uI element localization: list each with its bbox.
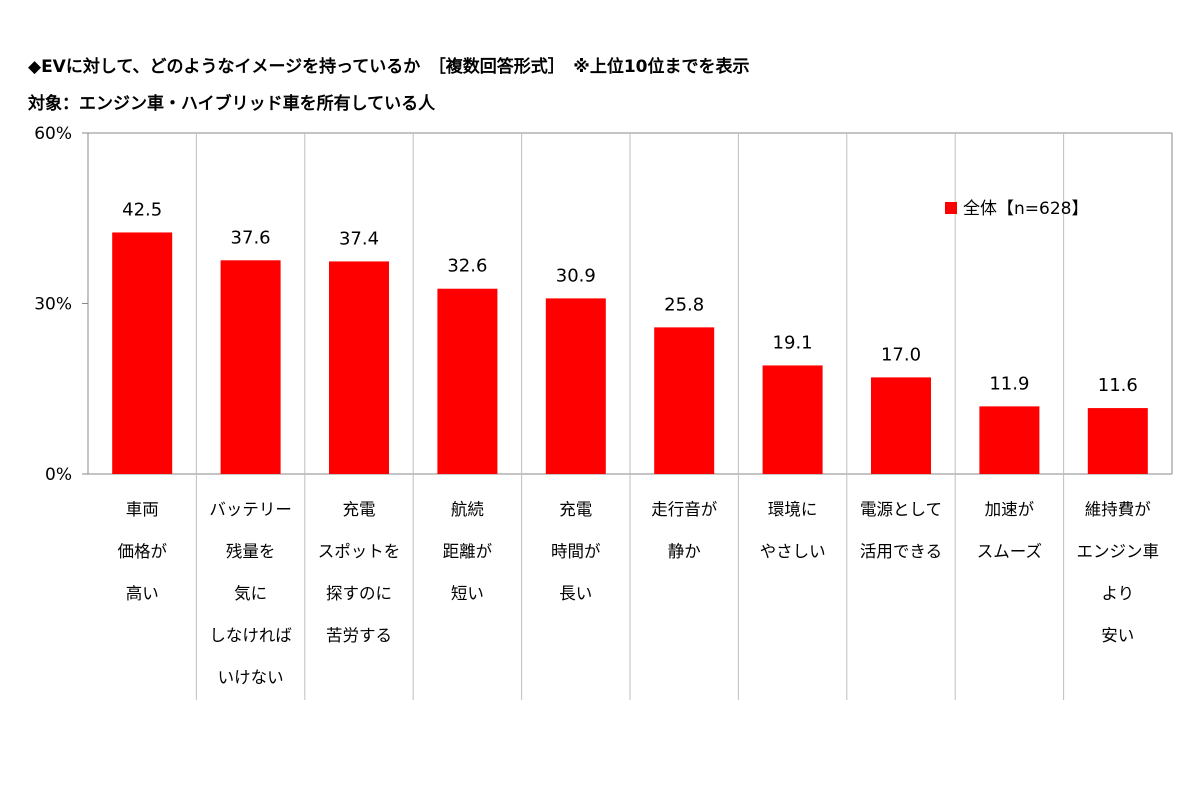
bar (329, 261, 389, 474)
y-tick-label: 60% (34, 124, 72, 144)
legend-label: 全体【n=628】 (963, 199, 1088, 219)
category-label: 安い (1101, 626, 1134, 645)
data-label: 32.6 (447, 256, 487, 277)
data-label: 19.1 (773, 332, 813, 353)
y-tick-label: 30% (34, 295, 72, 315)
category-label: 苦労する (326, 626, 392, 645)
category-label: しなければ (209, 626, 292, 645)
category-label: 長い (559, 584, 592, 603)
bar (545, 298, 606, 474)
data-label: 17.0 (881, 344, 921, 365)
category-label: 残量を (226, 542, 276, 561)
data-label: 30.9 (556, 265, 596, 286)
data-label: 11.9 (989, 373, 1029, 394)
category-label: 維持費が (1085, 500, 1152, 519)
category-label: 加速が (985, 500, 1035, 519)
bar (112, 232, 173, 474)
bar (1087, 408, 1148, 474)
category-label: 価格が (117, 542, 167, 561)
bar (654, 327, 715, 474)
category-label: 活用できる (860, 542, 942, 561)
bar (979, 406, 1040, 474)
category-label: 静か (668, 542, 701, 561)
chart-title: ◆EVに対して、どのようなイメージを持っているか ［複数回答形式］ ※上位10位… (28, 57, 750, 77)
legend: 全体【n=628】 (945, 199, 1088, 219)
category-label: スムーズ (977, 542, 1042, 561)
data-label: 25.8 (664, 294, 704, 315)
chart-subtitle: 対象：エンジン車・ハイブリッド車を所有している人 (28, 94, 436, 114)
category-label: バッテリー (209, 500, 292, 519)
data-label: 37.6 (231, 227, 271, 248)
category-label: 距離が (443, 542, 493, 561)
chart-frame (87, 132, 1173, 700)
legend-swatch (945, 202, 957, 214)
bar (437, 288, 498, 474)
category-label: やさしい (760, 542, 826, 561)
category-label: スポットを (318, 542, 401, 561)
category-label: いけない (218, 668, 284, 687)
data-labels: 42.5 37.6 37.4 32.6 30.9 25.8 19.1 17.0 11.9 11.6 (122, 199, 1138, 396)
category-label: 充電 (559, 500, 592, 519)
y-tick-label: 0% (45, 465, 72, 485)
data-label: 11.6 (1098, 375, 1138, 396)
category-label: 充電 (343, 500, 376, 519)
category-label: 探すのに (326, 584, 392, 603)
bars (112, 232, 1148, 474)
data-label: 42.5 (122, 199, 162, 220)
bar (871, 377, 931, 474)
bar (220, 260, 281, 474)
category-label: 環境に (768, 500, 818, 519)
category-label: より (1101, 584, 1134, 603)
data-label: 37.4 (339, 228, 379, 249)
bar (762, 365, 823, 474)
category-label: 短い (451, 584, 484, 603)
category-label: 高い (126, 584, 159, 603)
category-label: 走行音が (651, 500, 718, 519)
category-label: 電源として (860, 500, 942, 519)
category-label: 時間が (551, 542, 601, 561)
category-label: 気に (234, 584, 267, 603)
category-label: 車両 (126, 500, 159, 519)
category-label: 航続 (451, 500, 485, 519)
y-axis-ticks: 0% 30% 60% (34, 124, 88, 485)
category-label: エンジン車 (1077, 542, 1160, 561)
